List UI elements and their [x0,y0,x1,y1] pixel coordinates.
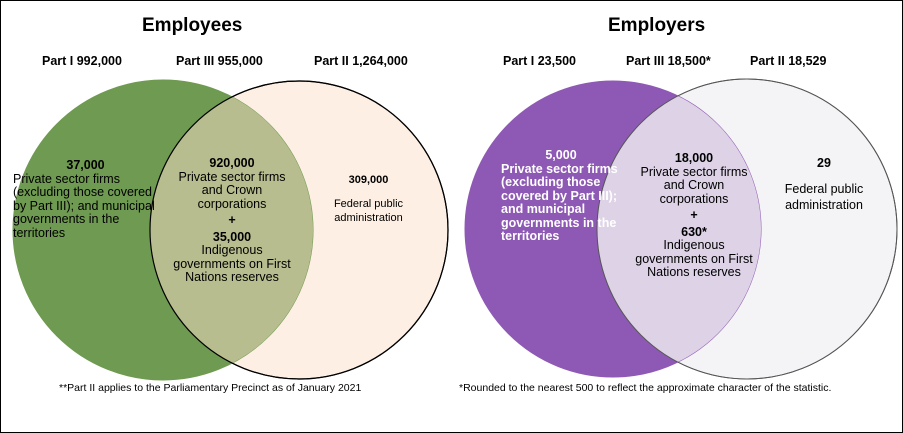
employers-title: Employers [608,15,706,36]
employers-part3-label: Part III 18,500* [626,54,711,68]
employers-part3-outline [596,78,898,380]
employees-part3-outline [149,80,449,380]
employees-overlap-value2: 35,000 [212,229,252,244]
employers-right-value: 29 [817,156,831,170]
employers-part2-label: Part II 18,529 [750,54,827,68]
employees-overlap-plus: + [228,213,236,227]
employers-part1-label: Part I 23,500 [503,54,576,68]
employees-part1-label: Part I 992,000 [42,54,122,68]
employees-note: **Part II applies to the Parliamentary P… [59,382,362,394]
employers-overlap-plus: + [690,208,698,222]
employees-part3-label: Part III 955,000 [176,54,263,68]
employees-overlap-text2: Indigenous governments on First Nations … [173,243,291,284]
employers-right-region: 29 Federal public administration [774,156,874,214]
employees-overlap-region [150,81,313,379]
employees-left-region: 37,000 Private sector firms (excluding t… [13,158,158,240]
employers-note: *Rounded to the nearest 500 to reflect t… [459,382,832,394]
employers-right-text: Federal public administration [784,181,864,213]
employers-overlap-value1: 18,000 [674,151,714,165]
employees-overlap-value1: 920,000 [209,156,255,170]
employees-part2-label: Part II 1,264,000 [314,54,408,68]
employers-left-text: Private sector firms (excluding those co… [501,161,618,243]
employees-overlap-text1: Private sector firms and Crown corporati… [178,169,286,211]
employees-title: Employees [142,15,243,36]
employees-right-region: 309,000 Federal public administration [321,174,416,225]
employers-overlap-value2: 630* [681,224,707,239]
employees-right-text: Federal public administration [333,197,404,225]
employers-left-value: 5,000 [545,148,577,162]
employers-overlap-text-block: 18,000 Private sector firms and Crown co… [629,151,759,280]
employers-overlap-text1: Private sector firms and Crown corporati… [640,164,748,206]
employers-overlap-text2: Indigenous governments on First Nations … [635,238,753,279]
employees-left-value: 37,000 [66,158,105,172]
employers-overlap-region [597,81,761,377]
employers-left-region: 5,000 Private sector firms (excluding th… [501,148,621,244]
employees-left-text: Private sector firms (excluding those co… [13,171,155,240]
employees-right-value: 309,000 [348,174,389,186]
employees-overlap-text-block: 920,000 Private sector firms and Crown c… [168,156,296,285]
